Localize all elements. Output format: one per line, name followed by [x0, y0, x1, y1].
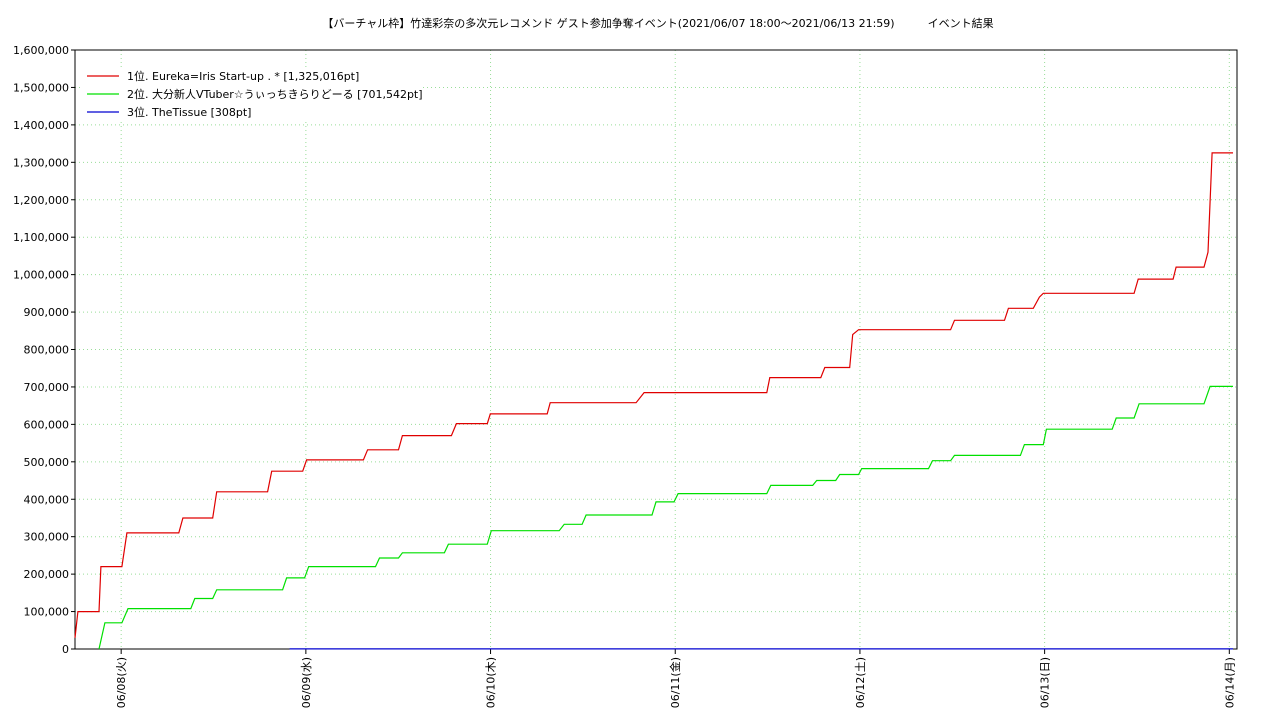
x-tick-label: 06/12(土) [854, 657, 867, 708]
legend-box [83, 68, 423, 122]
x-tick-label: 06/11(金) [668, 657, 682, 708]
y-tick-label: 1,600,000 [13, 44, 69, 57]
y-tick-label: 1,300,000 [13, 156, 69, 169]
y-tick-label: 0 [62, 643, 69, 656]
y-tick-label: 1,200,000 [13, 194, 69, 207]
y-tick-label: 1,400,000 [13, 119, 69, 132]
x-tick-label: 06/09(水) [300, 657, 313, 708]
y-tick-label: 900,000 [24, 306, 70, 319]
y-tick-label: 800,000 [24, 344, 70, 357]
x-tick-label: 06/08(火) [115, 657, 128, 708]
y-tick-label: 300,000 [24, 531, 70, 544]
y-tick-label: 1,000,000 [13, 269, 69, 282]
y-tick-label: 1,500,000 [13, 81, 69, 94]
y-tick-label: 1,100,000 [13, 231, 69, 244]
y-tick-label: 200,000 [24, 568, 70, 581]
y-tick-label: 100,000 [24, 606, 70, 619]
series-line [74, 152, 1233, 638]
y-tick-label: 400,000 [24, 493, 70, 506]
x-tick-label: 06/14(月) [1223, 657, 1236, 708]
y-tick-label: 700,000 [24, 381, 70, 394]
legend-label: 1位. Eureka=Iris Start-up . * [1,325,016p… [127, 69, 359, 83]
y-tick-label: 500,000 [24, 456, 70, 469]
y-tick-label: 600,000 [24, 418, 70, 431]
x-tick-label: 06/10(木) [485, 657, 498, 708]
series-line [98, 385, 1233, 650]
legend-label: 3位. TheTissue [308pt] [127, 105, 251, 119]
legend-label: 2位. 大分新人VTuber☆うぃっちきらりどーる [701,542pt] [127, 87, 423, 101]
x-tick-label: 06/13(日) [1039, 657, 1052, 708]
chart-title: 【バーチャル枠】竹達彩奈の多次元レコメンド ゲスト参加争奪イベント(2021/0… [322, 16, 993, 30]
